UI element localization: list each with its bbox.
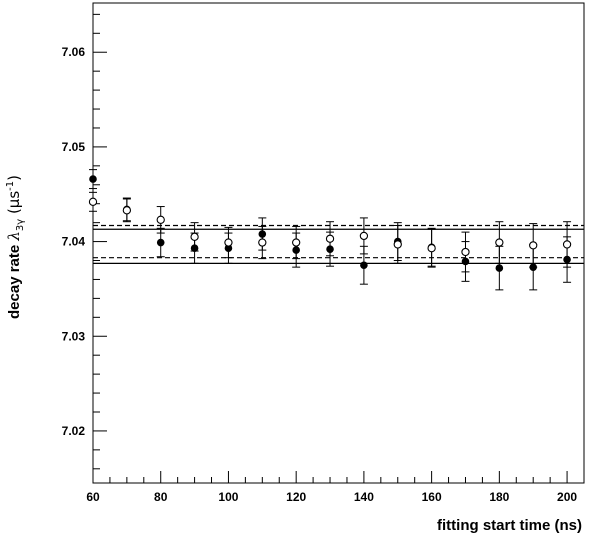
y-tick-label: 7.03 <box>62 329 86 343</box>
x-tick-label: 100 <box>218 490 238 504</box>
y-tick-label: 7.05 <box>62 140 86 154</box>
y-axis-label-unit-close: ) <box>5 175 23 181</box>
x-tick-label: 60 <box>86 490 100 504</box>
open-data-point <box>461 247 470 257</box>
open-data-point <box>292 238 301 247</box>
y-axis-label-unit: (μs <box>5 191 23 219</box>
x-tick-label: 180 <box>489 490 509 504</box>
x-tick-label: 140 <box>354 490 374 504</box>
open-data-point <box>562 240 572 249</box>
y-axis-label: decay rate λ3γ (μs-1) <box>5 175 26 319</box>
open-data-point <box>495 238 504 247</box>
y-tick-label: 7.06 <box>62 45 86 59</box>
y-axis-label-unit-exponent: -1 <box>5 181 16 191</box>
y-axis: 7.02 7.03 7.04 7.05 7.06 <box>62 13 107 470</box>
y-axis-label-subscript: 3γ <box>15 219 26 231</box>
x-tick-label: 200 <box>557 490 577 504</box>
filled-data-point <box>495 264 504 272</box>
open-data-point <box>359 231 369 241</box>
plot-frame <box>92 2 585 484</box>
open-series <box>88 191 572 273</box>
open-data-point <box>190 232 199 241</box>
y-axis-label-prefix: decay rate <box>6 241 23 319</box>
x-tick-label: 120 <box>286 490 306 504</box>
filled-data-point <box>156 238 165 247</box>
open-data-point <box>156 215 165 224</box>
x-tick-label: 80 <box>154 490 168 504</box>
filled-data-point <box>360 261 368 270</box>
open-data-point <box>427 244 436 253</box>
open-data-point <box>393 240 402 249</box>
y-axis-label-symbol: λ <box>5 231 23 242</box>
open-data-point <box>325 234 335 243</box>
open-data-point <box>258 238 267 247</box>
open-data-point <box>529 241 538 250</box>
filled-data-point <box>89 175 97 183</box>
y-tick-label: 7.04 <box>62 235 86 249</box>
open-data-point <box>122 206 132 215</box>
x-axis-label: fitting start time (ns) <box>437 517 582 534</box>
x-tick-label: 160 <box>422 490 442 504</box>
y-tick-label: 7.02 <box>62 424 86 438</box>
open-data-point <box>88 197 98 206</box>
data-series <box>88 169 572 291</box>
reference-lines <box>93 224 584 264</box>
open-data-point <box>224 238 233 247</box>
x-axis: 60 80 100 120 140 160 180 200 <box>86 471 585 504</box>
